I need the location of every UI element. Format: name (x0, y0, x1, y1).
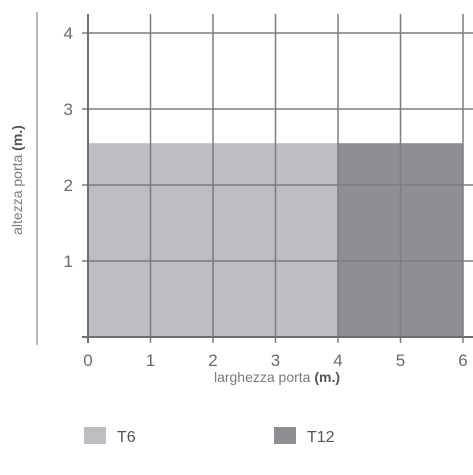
x-tick-labels: 0 1 2 3 4 5 6 (83, 351, 467, 370)
legend-swatch-t6 (84, 427, 106, 444)
legend: T6 T12 (84, 427, 335, 446)
x-tick-label-3: 3 (271, 351, 280, 370)
x-tick-label-1: 1 (146, 351, 155, 370)
y-axis-title: altezza porta (m.) (9, 125, 25, 235)
legend-label-t12: T12 (307, 429, 335, 446)
y-tick-label-4: 4 (64, 24, 73, 43)
legend-label-t6: T6 (117, 429, 136, 446)
grid-layer (82, 14, 473, 343)
x-tick-label-4: 4 (333, 351, 342, 370)
x-axis-title: larghezza porta (m.) (214, 369, 340, 385)
x-tick-label-2: 2 (208, 351, 217, 370)
y-tick-label-1: 1 (64, 252, 73, 271)
x-tick-label-5: 5 (396, 351, 405, 370)
legend-swatch-t12 (274, 427, 296, 444)
x-tick-label-0: 0 (83, 351, 92, 370)
y-tick-labels: 1 2 3 4 (64, 24, 73, 271)
y-tick-label-2: 2 (64, 176, 73, 195)
axes-layer (82, 14, 473, 343)
y-tick-label-3: 3 (64, 100, 73, 119)
x-tick-label-6: 6 (458, 351, 467, 370)
